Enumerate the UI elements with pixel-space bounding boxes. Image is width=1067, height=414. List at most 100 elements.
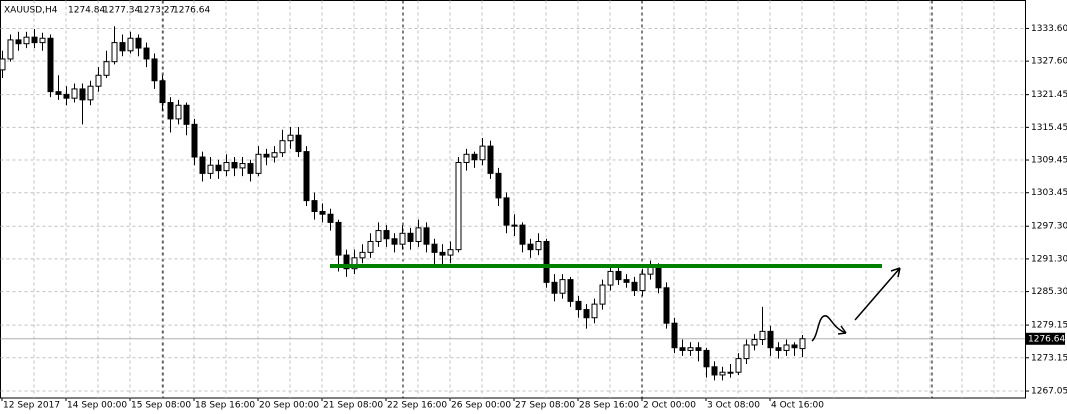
candle-body bbox=[543, 240, 550, 283]
candle-body bbox=[463, 153, 470, 163]
candle-body bbox=[415, 227, 422, 242]
candle-body bbox=[103, 61, 110, 76]
candle-body bbox=[367, 240, 374, 253]
candle-body bbox=[167, 102, 174, 120]
candle-body bbox=[335, 221, 342, 256]
candle-body bbox=[663, 287, 670, 324]
candle-body bbox=[231, 161, 238, 169]
header-low: 1273.27 bbox=[138, 6, 175, 16]
candle-body bbox=[703, 349, 710, 368]
x-tick-label: 18 Sep 16:00 bbox=[195, 401, 255, 411]
y-tick-label: 1315.45 bbox=[1031, 123, 1067, 133]
candle-body bbox=[295, 134, 302, 153]
candle-body bbox=[423, 227, 430, 245]
candle-body bbox=[551, 281, 558, 294]
plot-frame bbox=[0, 0, 1026, 399]
x-tick-label: 21 Sep 08:00 bbox=[323, 401, 383, 411]
candles bbox=[0, 26, 806, 381]
candle-body bbox=[7, 39, 14, 60]
candle-body bbox=[247, 163, 254, 174]
candle-body bbox=[599, 284, 606, 305]
x-tick-label: 12 Sep 2017 bbox=[3, 401, 60, 411]
candle-body bbox=[591, 303, 598, 319]
x-tick-label: 15 Sep 08:00 bbox=[131, 401, 191, 411]
candle-body bbox=[0, 58, 6, 71]
candle-body bbox=[119, 42, 126, 52]
candle-body bbox=[159, 80, 166, 104]
candle-body bbox=[143, 47, 150, 60]
candle-body bbox=[183, 104, 190, 125]
candle-body bbox=[607, 270, 614, 286]
arrow-head bbox=[837, 325, 847, 335]
candle-body bbox=[559, 279, 566, 294]
candle-body bbox=[39, 37, 46, 44]
x-tick-label: 20 Sep 00:00 bbox=[259, 401, 319, 411]
y-tick-label: 1267.05 bbox=[1031, 387, 1067, 397]
candle-body bbox=[87, 85, 94, 101]
candle-body bbox=[79, 88, 86, 101]
chart-title: XAUUSD,H4 bbox=[4, 6, 58, 16]
candle-body bbox=[623, 279, 630, 283]
candle-body bbox=[495, 172, 502, 199]
candle-body bbox=[175, 104, 182, 120]
grid bbox=[0, 0, 1025, 398]
candle-body bbox=[127, 37, 134, 52]
candle-body bbox=[71, 88, 78, 99]
candle-body bbox=[207, 164, 214, 174]
candle-body bbox=[751, 339, 758, 346]
candle-body bbox=[199, 156, 206, 174]
candle-body bbox=[695, 347, 702, 351]
x-tick-label: 3 Oct 08:00 bbox=[707, 401, 760, 411]
straight-arrow bbox=[854, 267, 901, 321]
header-open: 1274.84 bbox=[68, 6, 105, 16]
candle-body bbox=[431, 243, 438, 253]
candle-body bbox=[47, 37, 54, 93]
candle-body bbox=[791, 344, 798, 349]
candle-body bbox=[655, 265, 662, 289]
candle-body bbox=[63, 93, 70, 99]
candle-body bbox=[743, 344, 750, 360]
candle-body bbox=[407, 232, 414, 242]
candle-body bbox=[399, 232, 406, 245]
candle-body bbox=[383, 230, 390, 240]
candle-body bbox=[447, 249, 454, 256]
candle-body bbox=[711, 366, 718, 376]
candle-body bbox=[319, 211, 326, 215]
y-tick-label: 1321.45 bbox=[1031, 90, 1067, 100]
candle-body bbox=[503, 197, 510, 226]
candle-body bbox=[263, 153, 270, 158]
candle-body bbox=[671, 322, 678, 349]
x-tick-label: 2 Oct 00:00 bbox=[643, 401, 696, 411]
candle-body bbox=[111, 42, 118, 63]
y-tick-label: 1303.45 bbox=[1031, 188, 1067, 198]
x-tick-label: 4 Oct 16:00 bbox=[771, 401, 824, 411]
curved-arrow bbox=[811, 315, 847, 342]
candle-body bbox=[55, 91, 62, 95]
header-high: 1277.34 bbox=[103, 6, 140, 16]
candle-body bbox=[759, 330, 766, 341]
y-tick-label: 1279.15 bbox=[1031, 321, 1067, 331]
y-tick-label: 1333.60 bbox=[1031, 24, 1067, 34]
candle-body bbox=[615, 270, 622, 281]
candle-body bbox=[631, 281, 638, 292]
candle-body bbox=[575, 300, 582, 311]
candle-body bbox=[687, 347, 694, 351]
candle-body bbox=[455, 161, 462, 251]
header-close: 1276.64 bbox=[173, 6, 210, 16]
candle-body bbox=[23, 36, 30, 45]
y-tick-label: 1285.30 bbox=[1031, 287, 1067, 297]
candle-body bbox=[287, 134, 294, 142]
candle-body bbox=[511, 224, 518, 227]
candle-body bbox=[327, 213, 334, 223]
candle-body bbox=[799, 338, 806, 350]
candle-body bbox=[679, 347, 686, 351]
x-tick-label: 26 Sep 00:00 bbox=[451, 401, 511, 411]
candle-body bbox=[31, 36, 38, 44]
candle-body bbox=[191, 123, 198, 158]
current-price-label: 1276.64 bbox=[1028, 334, 1065, 344]
candle-body bbox=[639, 273, 646, 292]
candle-body bbox=[279, 140, 286, 154]
candle-body bbox=[271, 152, 278, 158]
candle-body bbox=[735, 358, 742, 373]
candle-body bbox=[519, 224, 526, 245]
